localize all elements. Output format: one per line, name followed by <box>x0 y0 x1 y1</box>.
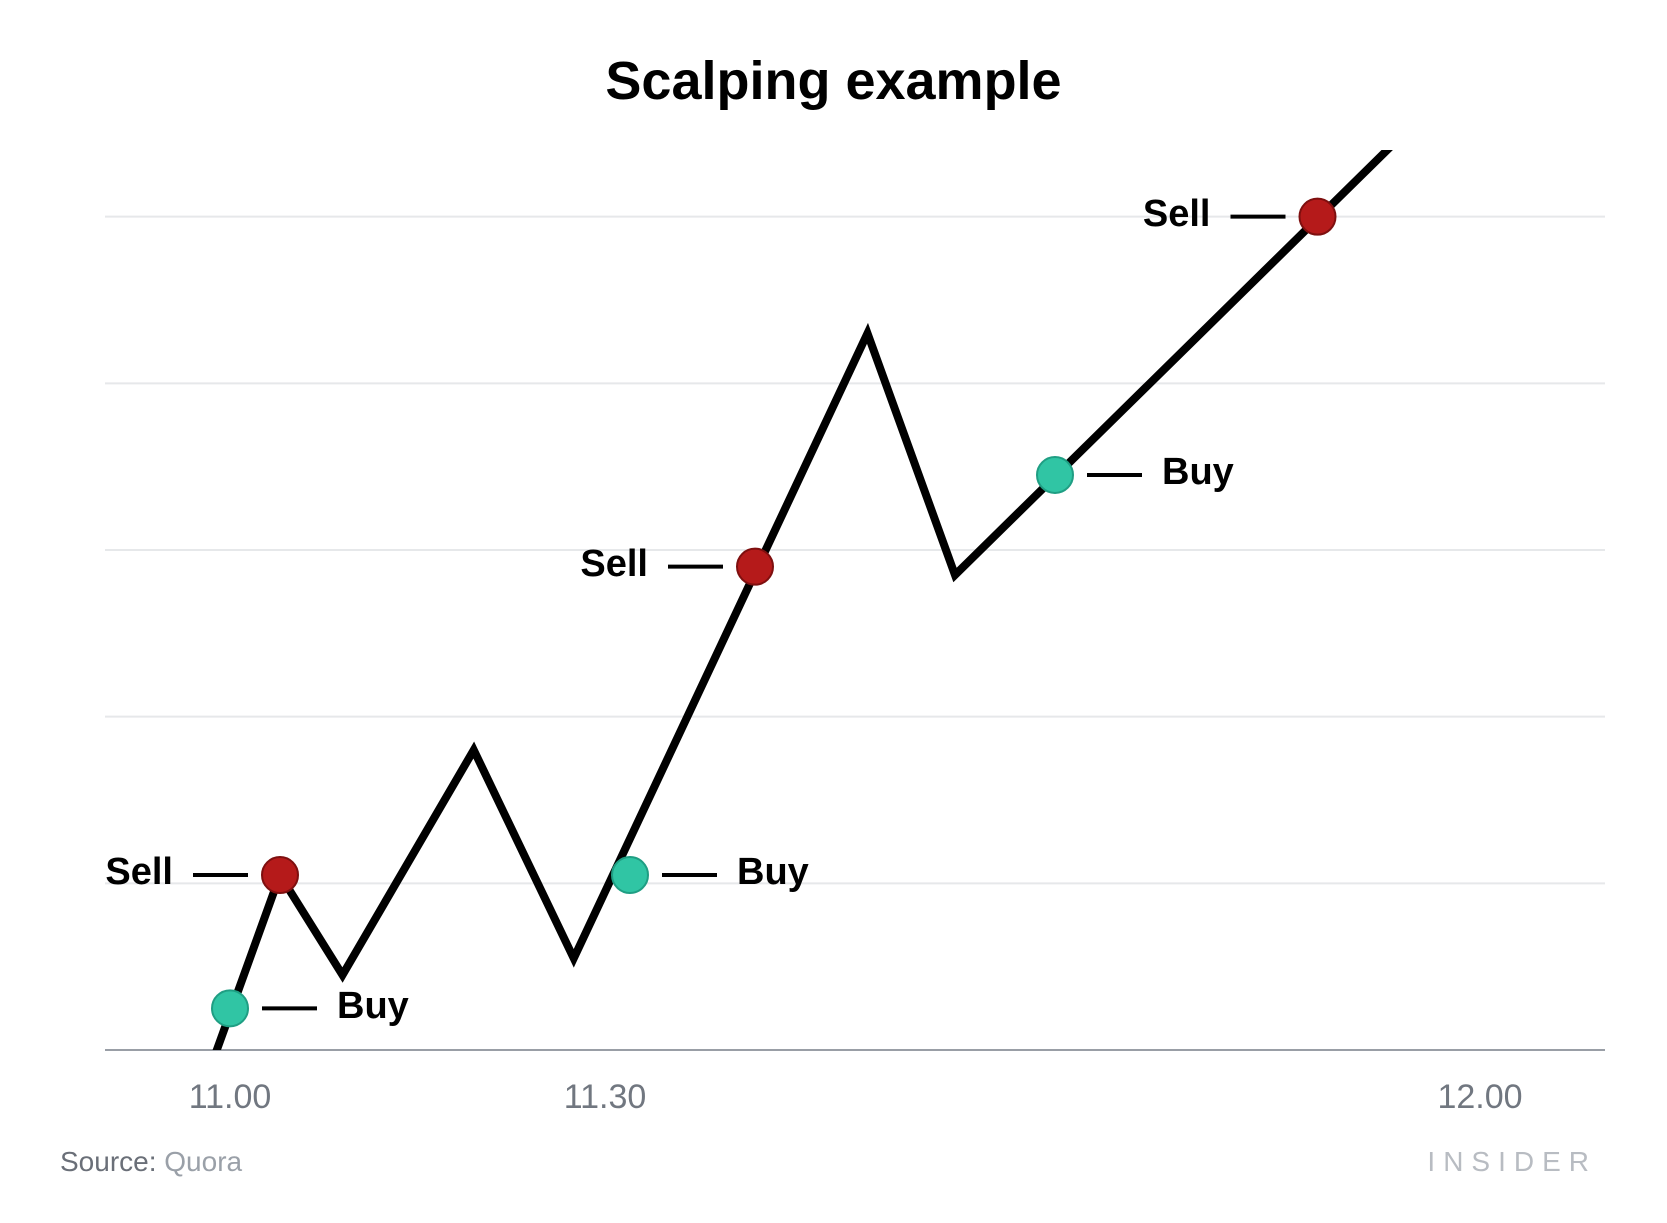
x-tick: 11.30 <box>564 1078 647 1117</box>
insider-logo: INSIDER <box>1427 1146 1597 1178</box>
x-tick: 11.00 <box>189 1078 272 1117</box>
buy-label-4: Buy <box>1162 451 1234 494</box>
sell-label-3: Sell <box>580 543 648 586</box>
sell-label-5: Sell <box>1143 193 1211 236</box>
source-value: Quora <box>164 1146 242 1177</box>
chart-source: Source: Quora <box>60 1146 242 1178</box>
source-label: Source: <box>60 1146 157 1177</box>
buy-label-2: Buy <box>737 851 809 894</box>
x-tick: 12.00 <box>1437 1078 1522 1117</box>
sell-label-1: Sell <box>105 851 173 894</box>
scalping-chart: Scalping example 11.0011.3012.00 BuySell… <box>0 0 1667 1223</box>
buy-label-0: Buy <box>337 985 409 1028</box>
chart-svg <box>0 0 1667 1223</box>
